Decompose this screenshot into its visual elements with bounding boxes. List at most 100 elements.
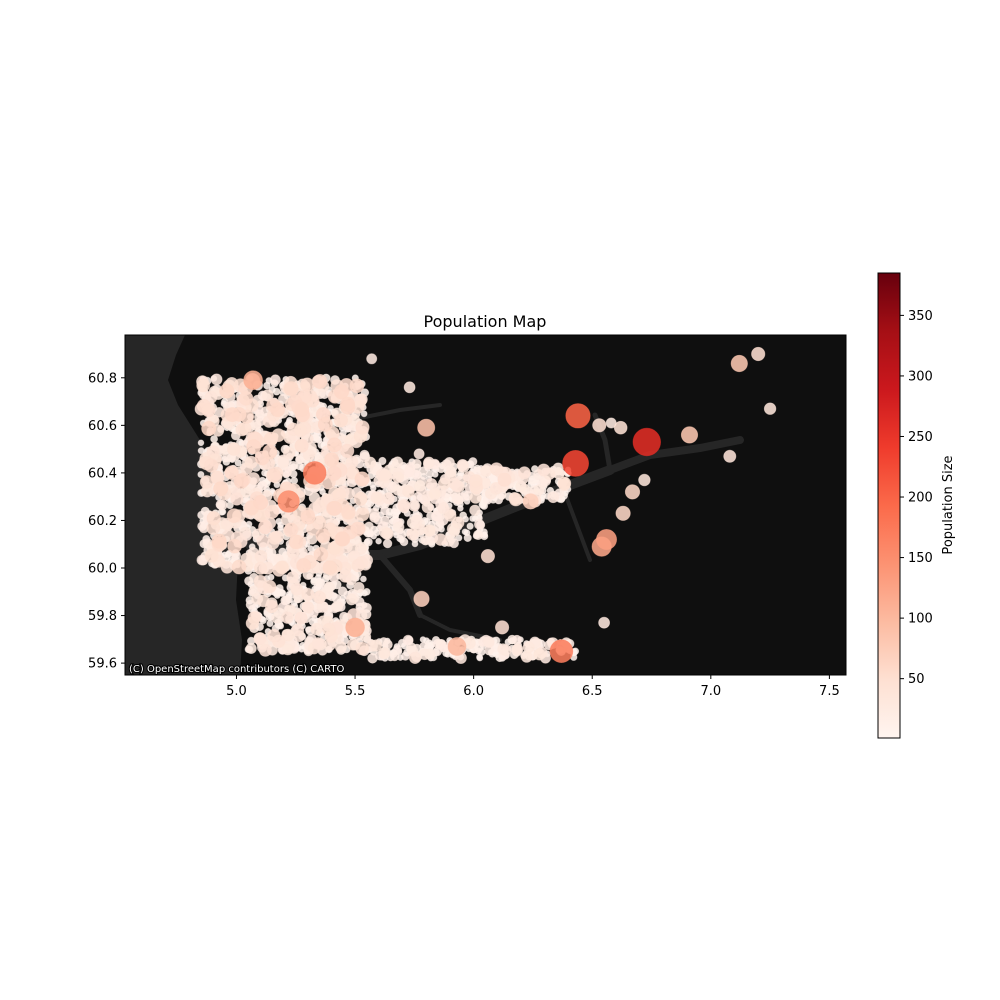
data-point <box>367 652 378 664</box>
data-point <box>313 546 329 562</box>
data-point <box>533 484 545 496</box>
data-point <box>326 500 343 516</box>
data-point <box>378 456 387 466</box>
data-point <box>537 463 551 477</box>
colorbar-tick-label: 100 <box>908 612 933 627</box>
data-point <box>256 534 270 548</box>
chart-title: Population Map <box>424 312 547 331</box>
data-point <box>246 439 262 455</box>
data-point <box>375 537 382 545</box>
data-point <box>359 631 372 643</box>
data-point <box>468 457 478 467</box>
data-point <box>403 381 416 394</box>
data-point <box>349 378 365 394</box>
colorbar-tick-label: 200 <box>908 491 933 506</box>
data-point <box>430 510 442 522</box>
data-point <box>294 401 310 417</box>
data-point <box>288 534 304 550</box>
colorbar-tick-label: 300 <box>908 369 933 384</box>
data-point <box>369 511 381 523</box>
plot-area <box>125 335 846 675</box>
data-point <box>296 557 312 573</box>
data-point <box>258 643 272 657</box>
data-point <box>723 449 737 463</box>
data-point <box>326 465 342 481</box>
data-point <box>391 456 404 468</box>
data-point <box>359 575 367 583</box>
data-point <box>511 643 524 656</box>
map-attribution: (C) OpenStreetMap contributors (C) CARTO <box>129 664 344 675</box>
data-point <box>447 637 467 656</box>
plot-frame <box>124 334 847 676</box>
data-point <box>624 484 641 500</box>
x-tick-label: 6.5 <box>582 684 603 699</box>
data-point <box>227 442 241 456</box>
data-point <box>751 346 766 362</box>
data-point <box>245 642 257 655</box>
data-point <box>473 519 485 530</box>
x-axis: 5.0 5.5 6.0 6.5 7.0 7.5 <box>226 675 840 699</box>
data-point <box>354 471 370 487</box>
data-point <box>326 437 342 453</box>
y-tick-label: 60.6 <box>88 419 117 434</box>
data-point <box>463 533 472 543</box>
data-point <box>267 531 282 545</box>
data-point <box>210 373 223 386</box>
data-point <box>294 438 309 453</box>
data-point <box>592 418 607 433</box>
data-point <box>301 600 315 614</box>
data-point <box>380 527 394 541</box>
data-point <box>511 634 523 646</box>
data-point <box>311 637 325 650</box>
y-tick-label: 59.6 <box>88 657 117 672</box>
data-point <box>210 435 219 443</box>
data-point <box>302 448 316 462</box>
data-point <box>378 646 391 660</box>
data-point <box>417 418 436 437</box>
data-point <box>317 416 333 432</box>
data-point <box>382 492 395 505</box>
data-point <box>378 468 392 482</box>
data-point <box>763 402 777 415</box>
y-tick-label: 60.2 <box>88 514 117 529</box>
data-point <box>434 533 447 546</box>
data-point <box>243 370 263 391</box>
data-point <box>233 473 249 489</box>
data-point <box>345 617 365 638</box>
data-point <box>499 644 512 657</box>
data-point <box>562 449 589 477</box>
data-point <box>323 581 336 593</box>
data-point <box>596 529 618 551</box>
data-point <box>423 456 435 469</box>
data-point <box>334 641 347 654</box>
data-point <box>393 521 405 534</box>
data-point <box>211 533 227 549</box>
data-point <box>203 458 219 473</box>
data-point <box>402 485 415 498</box>
data-point <box>353 491 368 506</box>
data-point <box>226 508 242 524</box>
data-point <box>508 492 523 507</box>
data-point <box>312 590 327 604</box>
data-point <box>406 528 419 541</box>
data-point <box>264 599 279 614</box>
data-point <box>355 420 370 435</box>
y-tick-label: 60.4 <box>88 466 117 481</box>
data-point <box>245 616 260 630</box>
x-tick-label: 5.0 <box>226 684 247 699</box>
data-point <box>517 466 531 480</box>
data-point <box>382 538 393 549</box>
data-point <box>219 383 235 399</box>
data-point <box>730 354 748 373</box>
data-point <box>201 420 217 437</box>
y-axis: 59.6 59.8 60.0 60.2 60.4 60.6 60.8 <box>88 371 125 672</box>
data-point <box>420 535 431 546</box>
data-point <box>632 427 662 457</box>
data-point <box>533 648 546 661</box>
x-tick-label: 6.0 <box>463 684 484 699</box>
data-point <box>334 531 350 547</box>
data-point <box>286 571 299 584</box>
y-tick-label: 60.8 <box>88 371 117 386</box>
data-point <box>322 622 336 637</box>
